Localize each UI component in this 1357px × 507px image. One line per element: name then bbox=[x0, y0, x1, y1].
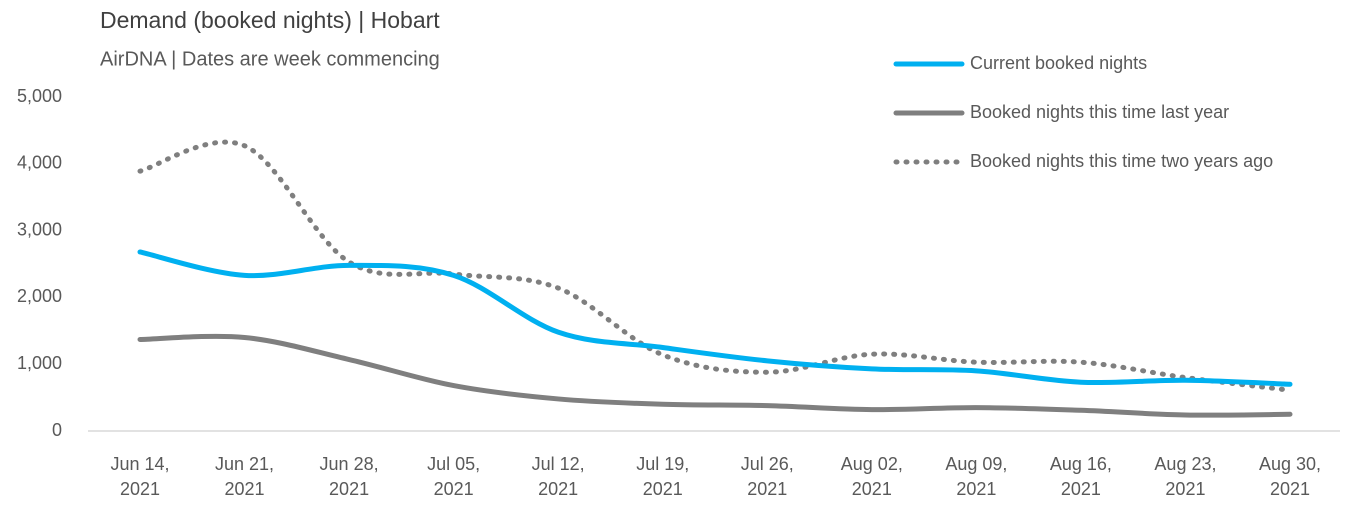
series-line bbox=[137, 249, 1293, 387]
series-line bbox=[137, 333, 1293, 418]
x-tick-label: Aug 02, 2021 bbox=[840, 454, 903, 499]
x-tick-label: Jun 28, 2021 bbox=[319, 454, 379, 499]
y-tick-label: 5,000 bbox=[17, 86, 62, 106]
x-tick-label: Aug 09, 2021 bbox=[945, 454, 1008, 499]
x-tick-label: Jul 12, 2021 bbox=[531, 454, 585, 499]
x-tick-label: Aug 23, 2021 bbox=[1154, 454, 1217, 499]
x-tick-label: Jun 21, 2021 bbox=[215, 454, 275, 499]
legend-label: Booked nights this time two years ago bbox=[970, 151, 1273, 171]
y-tick-label: 2,000 bbox=[17, 286, 62, 306]
x-tick-label: Jul 19, 2021 bbox=[636, 454, 690, 499]
y-tick-label: 3,000 bbox=[17, 219, 62, 239]
legend-label: Current booked nights bbox=[970, 53, 1147, 73]
x-tick-label: Aug 16, 2021 bbox=[1049, 454, 1112, 499]
y-tick-label: 0 bbox=[52, 420, 62, 440]
chart-title: Demand (booked nights) | Hobart bbox=[100, 7, 440, 33]
x-tick-label: Jun 14, 2021 bbox=[110, 454, 170, 499]
legend-label: Booked nights this time last year bbox=[970, 102, 1229, 122]
y-tick-label: 1,000 bbox=[17, 353, 62, 373]
series-line bbox=[137, 139, 1293, 393]
y-tick-label: 4,000 bbox=[17, 153, 62, 173]
chart-subtitle: AirDNA | Dates are week commencing bbox=[100, 48, 440, 70]
x-tick-label: Jul 05, 2021 bbox=[427, 454, 481, 499]
x-tick-label: Aug 30, 2021 bbox=[1258, 454, 1322, 499]
x-tick-label: Jul 26, 2021 bbox=[740, 454, 794, 499]
